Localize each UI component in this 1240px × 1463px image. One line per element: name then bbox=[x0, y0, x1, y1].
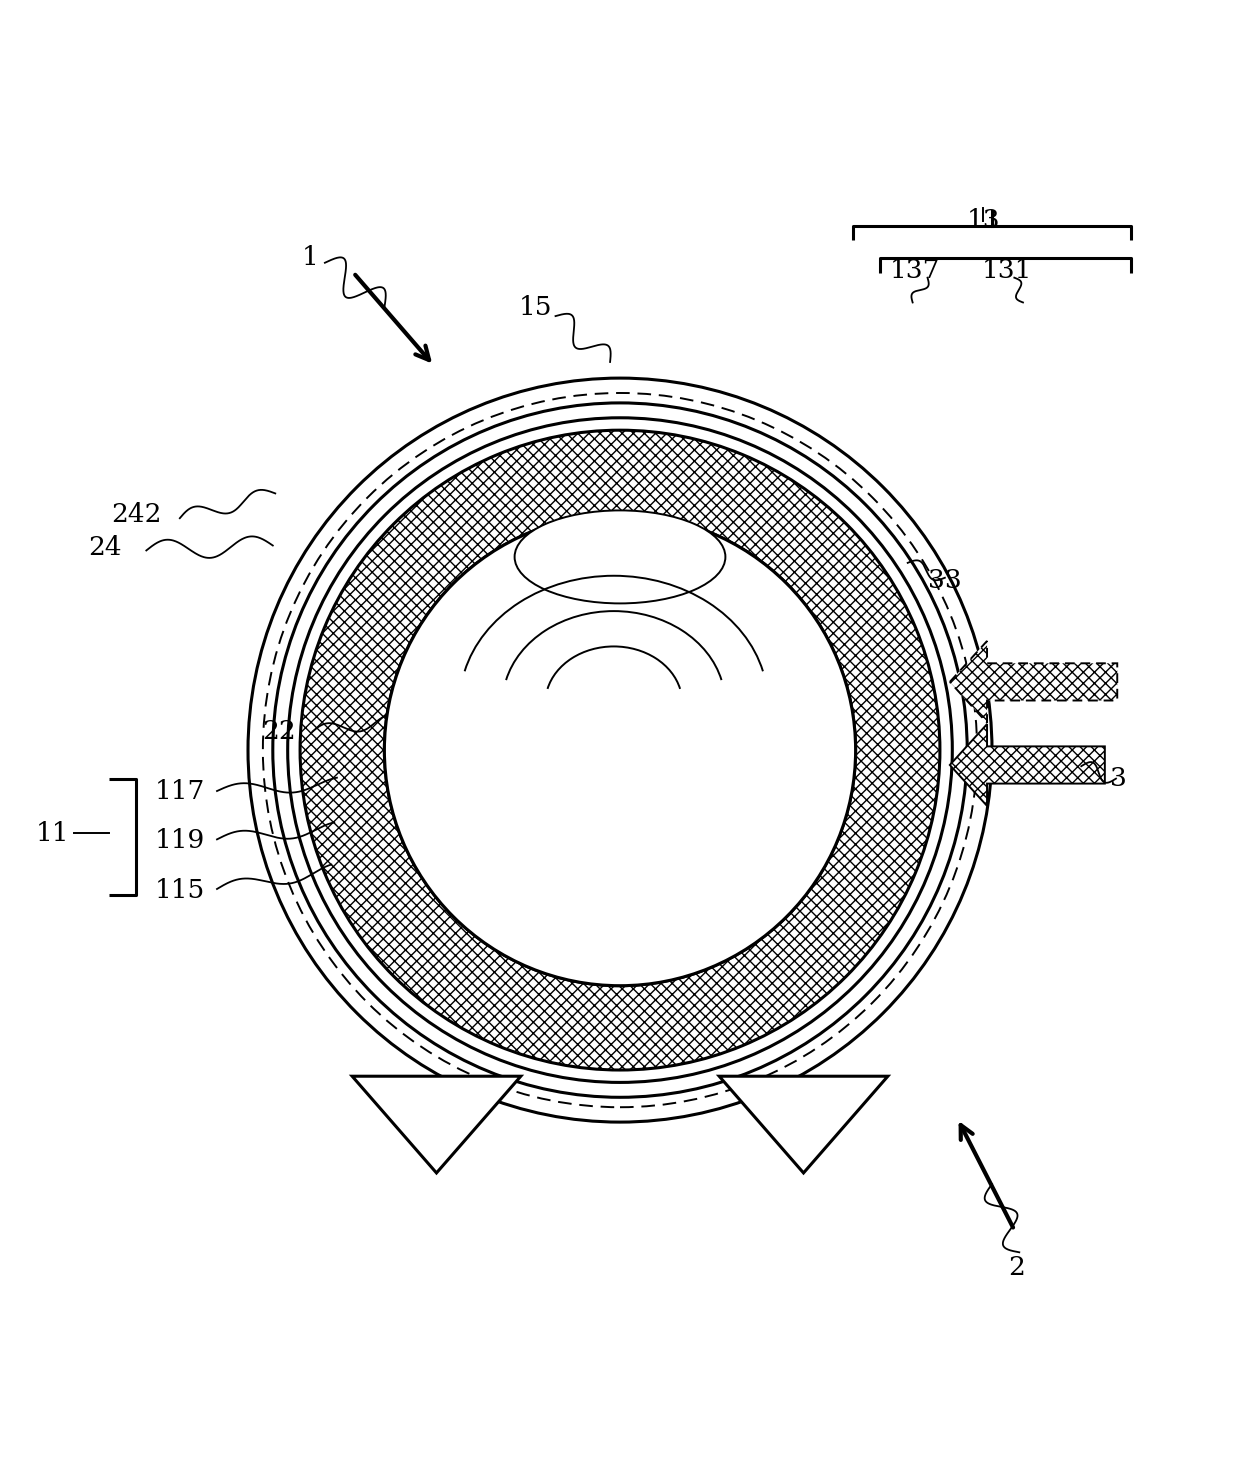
Ellipse shape bbox=[515, 511, 725, 603]
Text: 11: 11 bbox=[35, 821, 69, 846]
Text: 24: 24 bbox=[88, 535, 123, 560]
Text: 131: 131 bbox=[982, 257, 1032, 282]
Text: 2: 2 bbox=[1008, 1255, 1025, 1280]
Polygon shape bbox=[950, 724, 1105, 806]
Text: 22: 22 bbox=[262, 718, 296, 745]
Circle shape bbox=[288, 418, 952, 1083]
Circle shape bbox=[248, 377, 992, 1122]
Text: 13: 13 bbox=[966, 208, 1001, 233]
Polygon shape bbox=[950, 641, 1117, 723]
Polygon shape bbox=[352, 1077, 521, 1173]
Circle shape bbox=[273, 402, 967, 1097]
Text: 15: 15 bbox=[518, 296, 553, 320]
Text: 33: 33 bbox=[928, 568, 962, 593]
Text: 1: 1 bbox=[301, 246, 319, 271]
Text: 242: 242 bbox=[112, 502, 161, 527]
Text: 117: 117 bbox=[155, 778, 205, 803]
Text: 119: 119 bbox=[155, 828, 205, 853]
Text: 137: 137 bbox=[890, 257, 940, 282]
Circle shape bbox=[384, 515, 856, 986]
Wedge shape bbox=[300, 430, 940, 1069]
Text: 115: 115 bbox=[155, 878, 205, 903]
Polygon shape bbox=[719, 1077, 888, 1173]
Text: 3: 3 bbox=[1110, 767, 1127, 791]
